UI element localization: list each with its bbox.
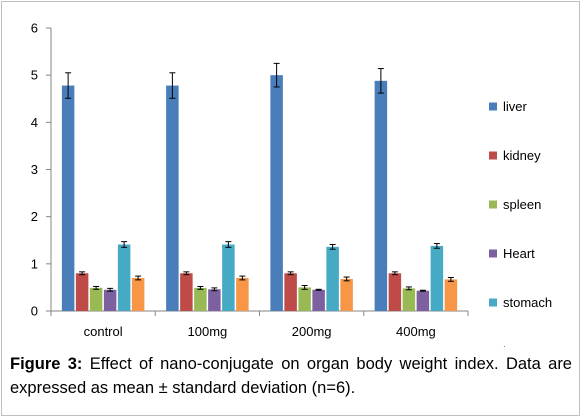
x-tick-label: 100mg: [188, 324, 228, 339]
bar-liver: [374, 80, 388, 312]
bar-lungs: [236, 277, 249, 311]
bar-stomach: [326, 246, 339, 311]
legend-swatch-stomach: [489, 298, 497, 307]
legend-label-lungs: lungs: [503, 344, 535, 347]
bar-liver: [166, 85, 179, 311]
y-tick-label: 6: [31, 21, 38, 36]
x-tick-label: 200mg: [292, 324, 332, 339]
legend-label-spleen: spleen: [503, 197, 541, 212]
bar-stomach: [430, 245, 444, 311]
bar-chart: 0 1 2 3 4 5 6 control 100mg 200mg 400mg liver kidney…: [31, 21, 552, 348]
bar-kidney: [75, 273, 89, 311]
bar-spleen: [89, 287, 103, 311]
bar-heart: [208, 289, 221, 311]
x-tick-label: 400mg: [396, 324, 436, 339]
bar-spleen: [402, 288, 416, 311]
bar-stomach: [117, 244, 131, 311]
y-tick-label: 0: [31, 304, 38, 319]
caption-text: Effect of nano-conjugate on organ body w…: [10, 355, 572, 397]
bar-spleen: [194, 287, 207, 311]
bar-lungs: [444, 279, 458, 311]
legend-label-kidney: kidney: [503, 148, 541, 163]
bar-heart: [103, 289, 117, 311]
bar-lungs: [131, 277, 145, 311]
bar-liver: [270, 75, 283, 312]
y-tick-label: 2: [31, 209, 38, 224]
bar-heart: [312, 289, 325, 311]
y-tick-label: 4: [31, 115, 38, 130]
bar-kidney: [284, 273, 297, 311]
y-tick-label: 1: [31, 256, 38, 271]
bar-liver: [61, 85, 75, 311]
legend-swatch-liver: [489, 102, 497, 111]
bar-kidney: [180, 273, 193, 311]
bar-lungs: [340, 278, 353, 311]
bar-stomach: [222, 244, 235, 311]
bar-spleen: [298, 287, 311, 311]
y-tick-label: 5: [31, 68, 38, 83]
legend-swatch-spleen: [489, 200, 497, 209]
bar-kidney: [388, 273, 402, 311]
legend-label-liver: liver: [503, 99, 528, 114]
legend-label-heart: Heart: [503, 246, 535, 261]
legend-swatch-kidney: [489, 151, 497, 160]
bar-heart: [416, 290, 430, 311]
figure-caption: Figure 3: Effect of nano-conjugate on or…: [10, 352, 572, 400]
y-tick-label: 3: [31, 162, 38, 177]
x-tick-label: control: [84, 324, 123, 339]
legend-swatch-heart: [489, 249, 497, 258]
caption-figure-label: Figure 3:: [10, 355, 83, 373]
legend-label-stomach: stomach: [503, 295, 552, 310]
